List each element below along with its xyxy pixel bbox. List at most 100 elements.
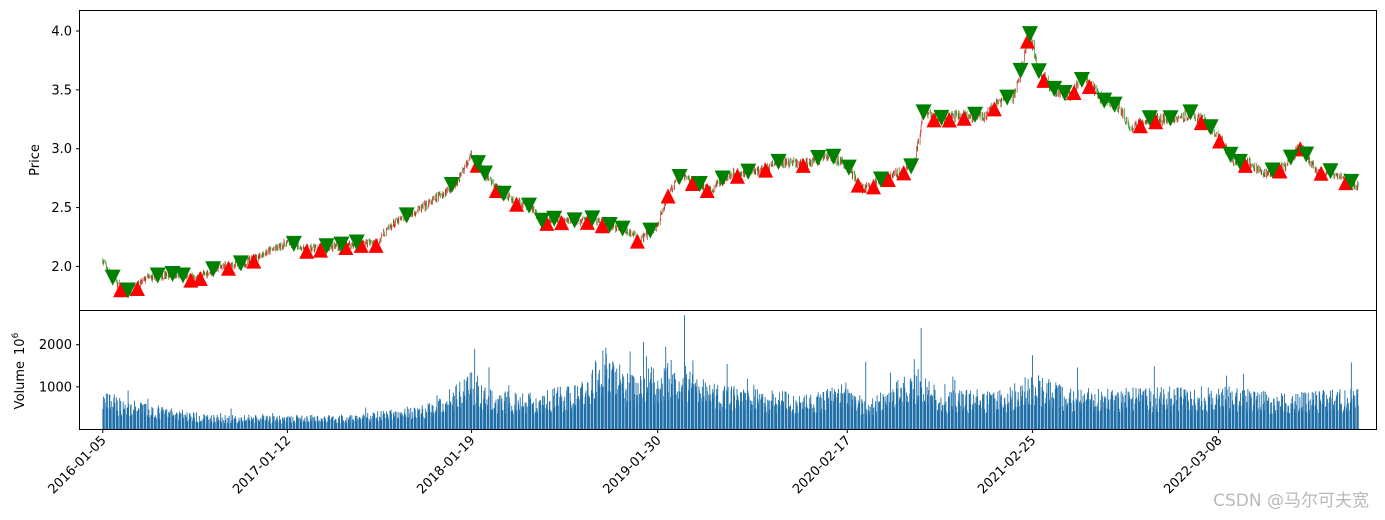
volume-bar	[443, 410, 444, 429]
volume-bar	[1028, 404, 1030, 429]
volume-bar	[426, 411, 428, 429]
volume-bar	[422, 409, 424, 429]
volume-bar	[861, 400, 863, 429]
volume-bar	[224, 422, 226, 429]
volume-bar	[1319, 399, 1321, 429]
volume-bar	[900, 387, 902, 429]
volume-bar	[1228, 396, 1230, 429]
volume-bar	[1326, 395, 1328, 429]
volume-bar	[778, 399, 780, 429]
volume-bar	[105, 393, 107, 429]
volume-bar	[480, 403, 482, 429]
volume-bar	[633, 377, 635, 429]
volume-bar	[492, 409, 493, 429]
volume-bar	[1312, 404, 1314, 429]
volume-bar	[985, 413, 987, 429]
volume-bar	[731, 386, 733, 429]
volume-bar	[771, 400, 773, 429]
volume-bar	[734, 395, 735, 429]
volume-bar	[883, 396, 884, 429]
volume-bar	[695, 386, 697, 429]
volume-bar	[927, 394, 929, 429]
volume-bar	[291, 422, 292, 429]
volume-bar	[123, 408, 125, 429]
volume-bar	[1214, 404, 1216, 429]
volume-bar	[826, 394, 828, 429]
volume-bar	[424, 418, 426, 429]
volume-bar	[643, 378, 645, 429]
volume-bar	[637, 382, 639, 429]
volume-bar	[1138, 394, 1139, 429]
volume-bar	[1065, 398, 1067, 429]
volume-bar	[1113, 400, 1115, 429]
volume-bar	[1291, 398, 1293, 429]
volume-bar	[1072, 411, 1074, 429]
price-ytick-label: 2.5	[51, 201, 72, 216]
volume-bar	[266, 417, 268, 429]
volume-bar	[997, 391, 999, 429]
volume-bar	[526, 406, 528, 429]
volume-bar	[401, 416, 403, 429]
volume-bar	[425, 414, 427, 429]
volume-bar	[857, 403, 859, 429]
volume-bar	[571, 404, 573, 429]
volume-bar	[1045, 392, 1047, 429]
volume-bar	[419, 408, 421, 429]
volume-bar	[516, 410, 518, 429]
volume-bar	[1315, 395, 1317, 429]
volume-bar	[1281, 393, 1282, 429]
volume-bar	[1041, 387, 1043, 429]
volume-bar	[257, 419, 259, 429]
volume-bar	[681, 384, 683, 429]
volume-bar	[937, 409, 939, 429]
volume-bar	[866, 409, 868, 429]
volume-bar	[1068, 398, 1070, 429]
volume-bar	[160, 410, 162, 429]
volume-bar	[1054, 388, 1056, 429]
volume-bar	[1200, 406, 1202, 429]
volume-bar	[675, 379, 677, 429]
buy-marker	[956, 110, 972, 126]
volume-bar	[361, 418, 363, 429]
volume-bar	[827, 389, 829, 429]
volume-bar	[902, 382, 904, 429]
volume-bar	[1024, 391, 1026, 429]
volume-bar	[747, 390, 749, 429]
volume-bar	[1328, 402, 1330, 429]
volume-bar	[1301, 406, 1303, 429]
volume-bar	[1322, 390, 1324, 429]
volume-bar	[996, 408, 998, 429]
volume-bar	[1333, 409, 1335, 429]
volume-bar	[570, 407, 572, 429]
volume-bar	[171, 412, 173, 429]
volume-bar	[1289, 413, 1290, 429]
volume-bar	[1169, 386, 1171, 429]
volume-bar	[659, 390, 661, 429]
volume-bar	[168, 412, 170, 429]
volume-bar	[1114, 395, 1116, 429]
volume-bar	[255, 415, 257, 429]
volume-bar	[421, 405, 423, 429]
volume-bar	[1346, 404, 1348, 429]
volume-bar	[283, 423, 285, 429]
volume-bar	[777, 405, 779, 429]
volume-bar	[315, 420, 317, 429]
volume-bar	[612, 363, 614, 429]
volume-bar	[1135, 399, 1136, 429]
volume-bar	[196, 421, 198, 429]
volume-bar	[490, 389, 491, 429]
volume-bar	[1309, 409, 1311, 429]
volume-bar	[550, 412, 552, 429]
volume-bar	[716, 388, 718, 429]
volume-bar	[1031, 398, 1033, 429]
volume-bar	[112, 406, 114, 429]
volume-bar	[1145, 399, 1147, 429]
volume-bar	[380, 410, 382, 429]
volume-bar	[916, 376, 918, 429]
volume-bar	[318, 423, 320, 429]
volume-bar	[1316, 409, 1318, 429]
volume-bar	[606, 368, 608, 429]
volume-bar	[765, 411, 767, 429]
volume-bar	[899, 398, 901, 429]
volume-bar	[740, 392, 741, 429]
